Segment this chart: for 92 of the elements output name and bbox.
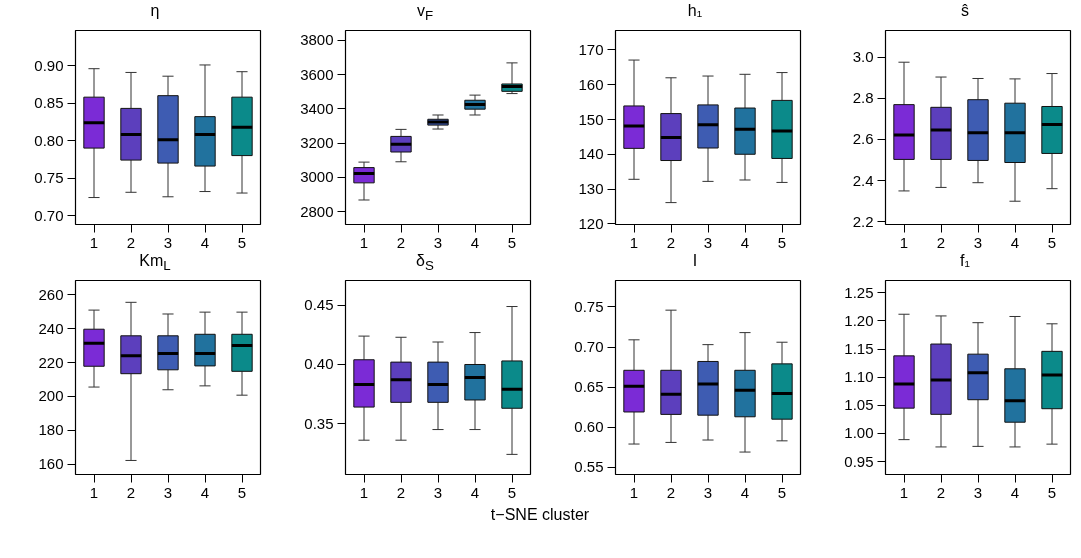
x-tick-label: 5 [1047,483,1057,501]
x-tick-label: 2 [126,233,136,251]
x-tick-label: 3 [163,233,173,251]
y-tick-label: 130 [578,180,604,198]
chart-title: h₁ [686,1,704,21]
x-tick-label: 1 [359,483,369,501]
x-tick-label: 5 [777,483,787,501]
y-tick-label: 140 [578,145,604,163]
chart-title: f₁ [959,251,971,271]
y-tick-label: 3400 [300,99,334,117]
x-tick-label: 2 [666,483,676,501]
y-tick-label: 2.2 [852,212,874,230]
x-tick-label: 2 [666,233,676,251]
x-tick-label: 5 [1047,233,1057,251]
y-tick-label: 170 [578,40,604,58]
x-tick-label: 5 [777,233,787,251]
y-tick-label: 160 [578,75,604,93]
x-tick-label: 5 [237,233,247,251]
y-tick-label: 0.65 [574,378,604,396]
x-tick-label: 2 [126,483,136,501]
y-tick-label: 180 [38,421,64,439]
x-tick-label: 4 [470,483,480,501]
y-tick-label: 1.05 [844,396,874,414]
y-tick-label: 120 [578,214,604,232]
y-tick-label: 0.90 [34,56,64,74]
y-tick-label: 0.75 [574,297,604,315]
y-tick-label: 260 [38,285,64,303]
x-tick-label: 4 [740,233,750,251]
chart-title: ŝ [960,1,970,21]
chart-title: Km$_{L}$ [138,251,172,276]
y-tick-label: 0.45 [304,296,334,314]
x-tick-label: 4 [470,233,480,251]
chart-title: v$_{F}$ [415,1,435,26]
x-tick-label: 3 [433,483,443,501]
y-tick-label: 3000 [300,168,334,186]
y-tick-label: 220 [38,353,64,371]
y-tick-label: 200 [38,387,64,405]
x-tick-label: 1 [359,233,369,251]
x-tick-label: 3 [703,233,713,251]
y-tick-label: 2.4 [852,171,874,189]
x-tick-label: 5 [237,483,247,501]
y-tick-label: 0.60 [574,418,604,436]
x-tick-label: 3 [703,483,713,501]
x-tick-label: 2 [396,233,406,251]
y-tick-label: 0.70 [34,206,64,224]
y-tick-label: 0.70 [574,338,604,356]
x-tick-label: 1 [89,233,99,251]
y-tick-label: 3800 [300,31,334,49]
x-tick-label: 4 [200,233,210,251]
x-tick-label: 4 [1010,233,1020,251]
x-tick-label: 2 [936,483,946,501]
x-tick-label: 2 [936,233,946,251]
y-tick-label: 0.40 [304,355,334,373]
x-tick-label: 1 [89,483,99,501]
y-tick-label: 0.55 [574,458,604,476]
y-tick-label: 2.6 [852,130,874,148]
chart-title: δ$_{S}$ [415,251,435,276]
y-tick-label: 150 [578,110,604,128]
text: t−SNE cluster [489,505,591,525]
y-tick-label: 2.8 [852,89,874,107]
x-tick-label: 2 [396,483,406,501]
y-tick-label: 3.0 [852,48,874,66]
x-tick-label: 5 [507,233,517,251]
y-tick-label: 1.25 [844,283,874,301]
x-tick-label: 1 [899,483,909,501]
x-tick-label: 3 [973,233,983,251]
x-tick-label: 1 [899,233,909,251]
x-tick-label: 1 [629,483,639,501]
y-tick-label: 3600 [300,65,334,83]
y-tick-label: 2800 [300,202,334,220]
y-tick-label: 0.95 [844,452,874,470]
y-tick-label: 1.20 [844,311,874,329]
x-tick-label: 1 [629,233,639,251]
x-tick-label: 5 [507,483,517,501]
x-tick-label: 3 [163,483,173,501]
y-tick-label: 0.85 [34,94,64,112]
x-tick-label: 3 [433,233,443,251]
y-tick-label: 0.80 [34,131,64,149]
y-tick-label: 0.35 [304,414,334,432]
x-tick-label: 3 [973,483,983,501]
chart-title: η [149,1,161,21]
y-tick-label: 1.10 [844,368,874,386]
chart-title: I [691,251,699,271]
x-tick-label: 4 [200,483,210,501]
y-tick-label: 240 [38,319,64,337]
y-tick-label: 160 [38,455,64,473]
x-tick-label: 4 [1010,483,1020,501]
y-tick-label: 1.00 [844,424,874,442]
y-tick-label: 3200 [300,134,334,152]
x-tick-label: 4 [740,483,750,501]
y-tick-label: 1.15 [844,340,874,358]
y-tick-label: 0.75 [34,169,64,187]
